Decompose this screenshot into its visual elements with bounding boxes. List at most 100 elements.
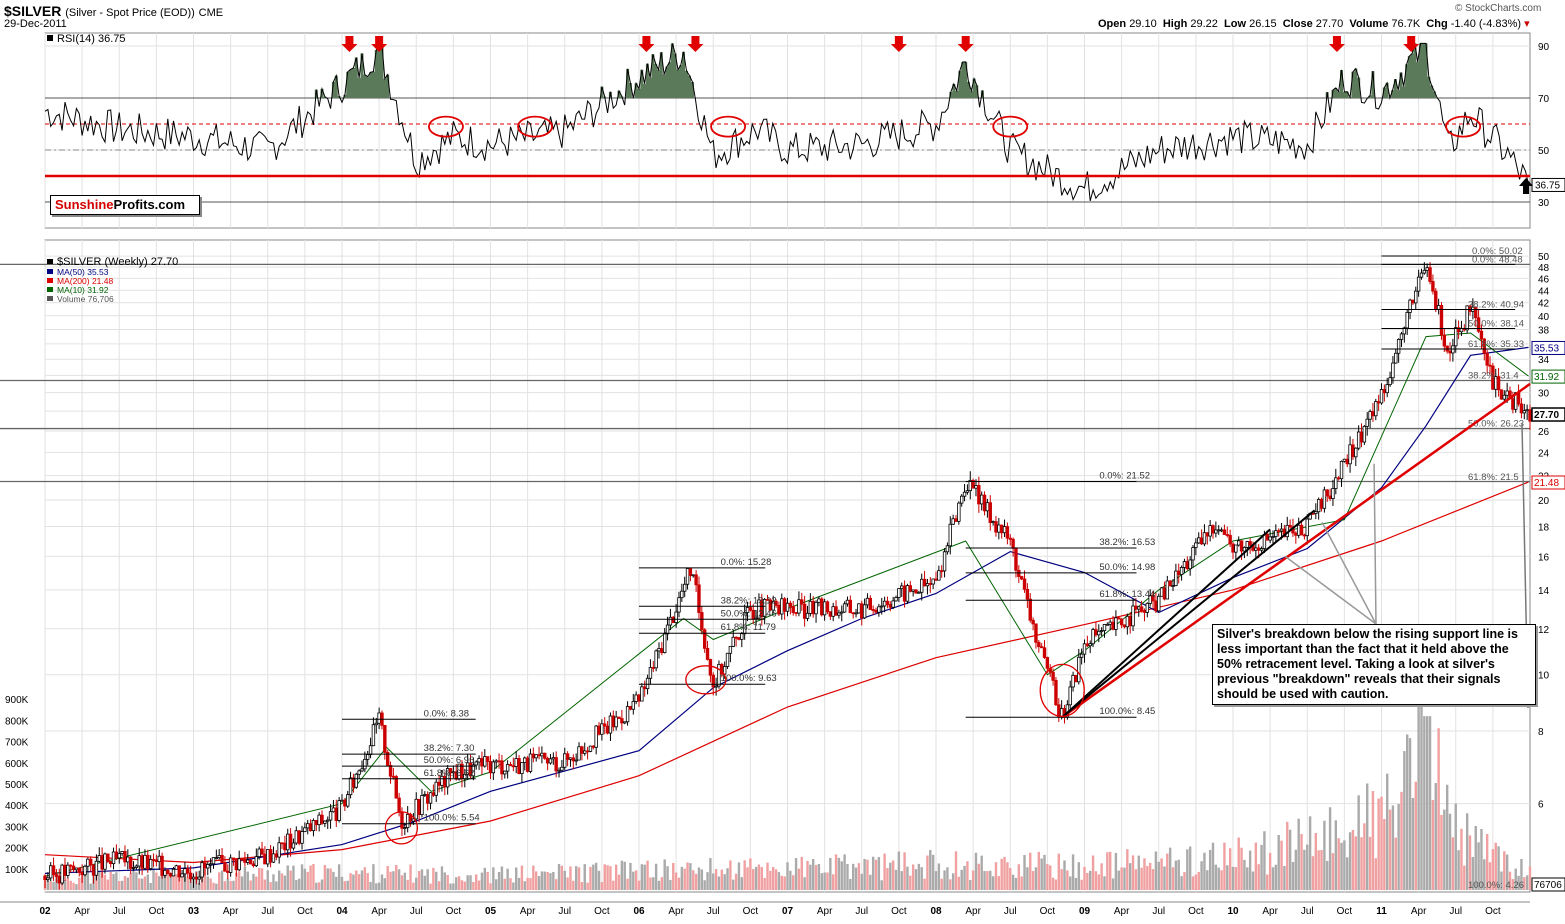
- price-tick-label: 50: [1538, 252, 1550, 263]
- candle-body: [237, 858, 241, 871]
- volume-bar: [911, 864, 915, 890]
- rsi-highlight-circle: [992, 115, 1029, 138]
- volume-bar: [1457, 850, 1460, 890]
- volume-bar: [660, 877, 664, 890]
- candle-body: [308, 823, 313, 832]
- candle-body: [734, 636, 738, 639]
- price-tick-label: 26: [1538, 427, 1550, 438]
- x-tick-label: Jul: [558, 906, 571, 917]
- candle-body: [271, 853, 276, 863]
- volume-bar: [423, 875, 427, 890]
- candle-body: [1434, 290, 1438, 310]
- candle-body: [1502, 394, 1506, 400]
- candle-body: [117, 853, 121, 859]
- volume-bar: [383, 878, 387, 890]
- volume-bar: [640, 864, 644, 890]
- volume-bar: [1294, 849, 1298, 890]
- candle-body: [371, 724, 376, 747]
- volume-bar: [437, 881, 441, 890]
- price-legend-symbol-swatch: [47, 259, 53, 264]
- fib-label: 100.0%: 8.45: [1099, 706, 1155, 717]
- candle-body: [1499, 389, 1504, 400]
- candle-body: [1339, 460, 1344, 480]
- volume-bar: [606, 865, 609, 890]
- candle-body: [431, 792, 436, 796]
- volume-bar: [226, 878, 229, 890]
- volume-bar: [1286, 821, 1289, 890]
- volume-bar: [663, 859, 666, 890]
- x-tick-label: 04: [336, 906, 348, 917]
- volume-bar: [169, 873, 172, 890]
- high-value: 29.22: [1190, 18, 1218, 30]
- volume-bar: [1363, 823, 1366, 890]
- candle-body: [211, 857, 216, 865]
- volume-bar: [63, 880, 67, 890]
- volume-bar: [1283, 865, 1286, 890]
- volume-tick-label: 100K: [5, 865, 29, 876]
- candle-body: [1479, 330, 1484, 340]
- candle-body: [1008, 537, 1012, 540]
- price-tick-label: 30: [1538, 389, 1550, 400]
- candle-body: [628, 706, 633, 710]
- candle-body: [400, 811, 404, 829]
- candle-body: [597, 725, 601, 735]
- candle-body: [1408, 299, 1412, 313]
- volume-bar: [457, 876, 461, 890]
- volume-bar: [757, 864, 761, 890]
- candle-body: [1068, 686, 1072, 706]
- candle-body: [700, 612, 704, 631]
- volume-bar: [1117, 870, 1120, 890]
- volume-bar: [237, 871, 241, 890]
- candle-body: [1248, 541, 1252, 546]
- candle-body: [1111, 621, 1115, 630]
- volume-bar: [1114, 852, 1118, 890]
- rsi-line: [44, 42, 1529, 202]
- candle-body: [228, 857, 233, 873]
- candle-body: [1188, 559, 1192, 570]
- volume-bar: [1128, 863, 1132, 890]
- volume-bar: [332, 871, 335, 890]
- volume-bar: [909, 875, 912, 890]
- volume-bar: [612, 880, 615, 890]
- price-tick-label: 20: [1538, 496, 1550, 507]
- candle-body: [328, 811, 333, 821]
- volume-bar: [1103, 876, 1106, 890]
- volume-bar: [1505, 854, 1509, 890]
- fib-label: 100.0%: 4.26: [1468, 880, 1524, 891]
- volume-bar: [1186, 849, 1189, 890]
- candle-body: [86, 858, 90, 867]
- volume-bar: [420, 869, 424, 890]
- volume-bar: [72, 882, 75, 890]
- candle-body: [1365, 418, 1369, 427]
- candle-body: [337, 800, 341, 821]
- volume-bar: [1166, 853, 1169, 890]
- candle-body: [154, 859, 159, 863]
- volume-bar: [643, 864, 646, 890]
- candle-body: [1217, 529, 1221, 532]
- volume-bar: [994, 862, 998, 890]
- candle-body: [231, 857, 236, 861]
- volume-legend-swatch: [47, 296, 53, 301]
- volume-bar: [1343, 840, 1346, 890]
- volume-bar: [1525, 875, 1529, 890]
- candle-body: [60, 864, 64, 884]
- x-tick-label: Jul: [1449, 906, 1462, 917]
- volume-bar: [697, 867, 701, 890]
- volume-bar: [1094, 871, 1098, 890]
- volume-bar: [840, 861, 843, 890]
- candle-body: [1379, 389, 1384, 404]
- volume-bar: [763, 877, 766, 890]
- candle-body: [128, 856, 133, 869]
- candle-body: [1102, 624, 1107, 631]
- candle-body: [1356, 431, 1361, 449]
- candle-body: [1325, 489, 1329, 497]
- volume-bar: [803, 877, 806, 890]
- candle-body: [1391, 362, 1395, 379]
- volume-bar: [1311, 856, 1315, 890]
- volume-bar: [629, 862, 632, 890]
- candle-body: [226, 870, 230, 873]
- volume-tick-label: 400K: [5, 801, 29, 812]
- candle-body: [634, 694, 638, 702]
- candle-body: [817, 598, 821, 603]
- volume-bar: [1183, 872, 1186, 890]
